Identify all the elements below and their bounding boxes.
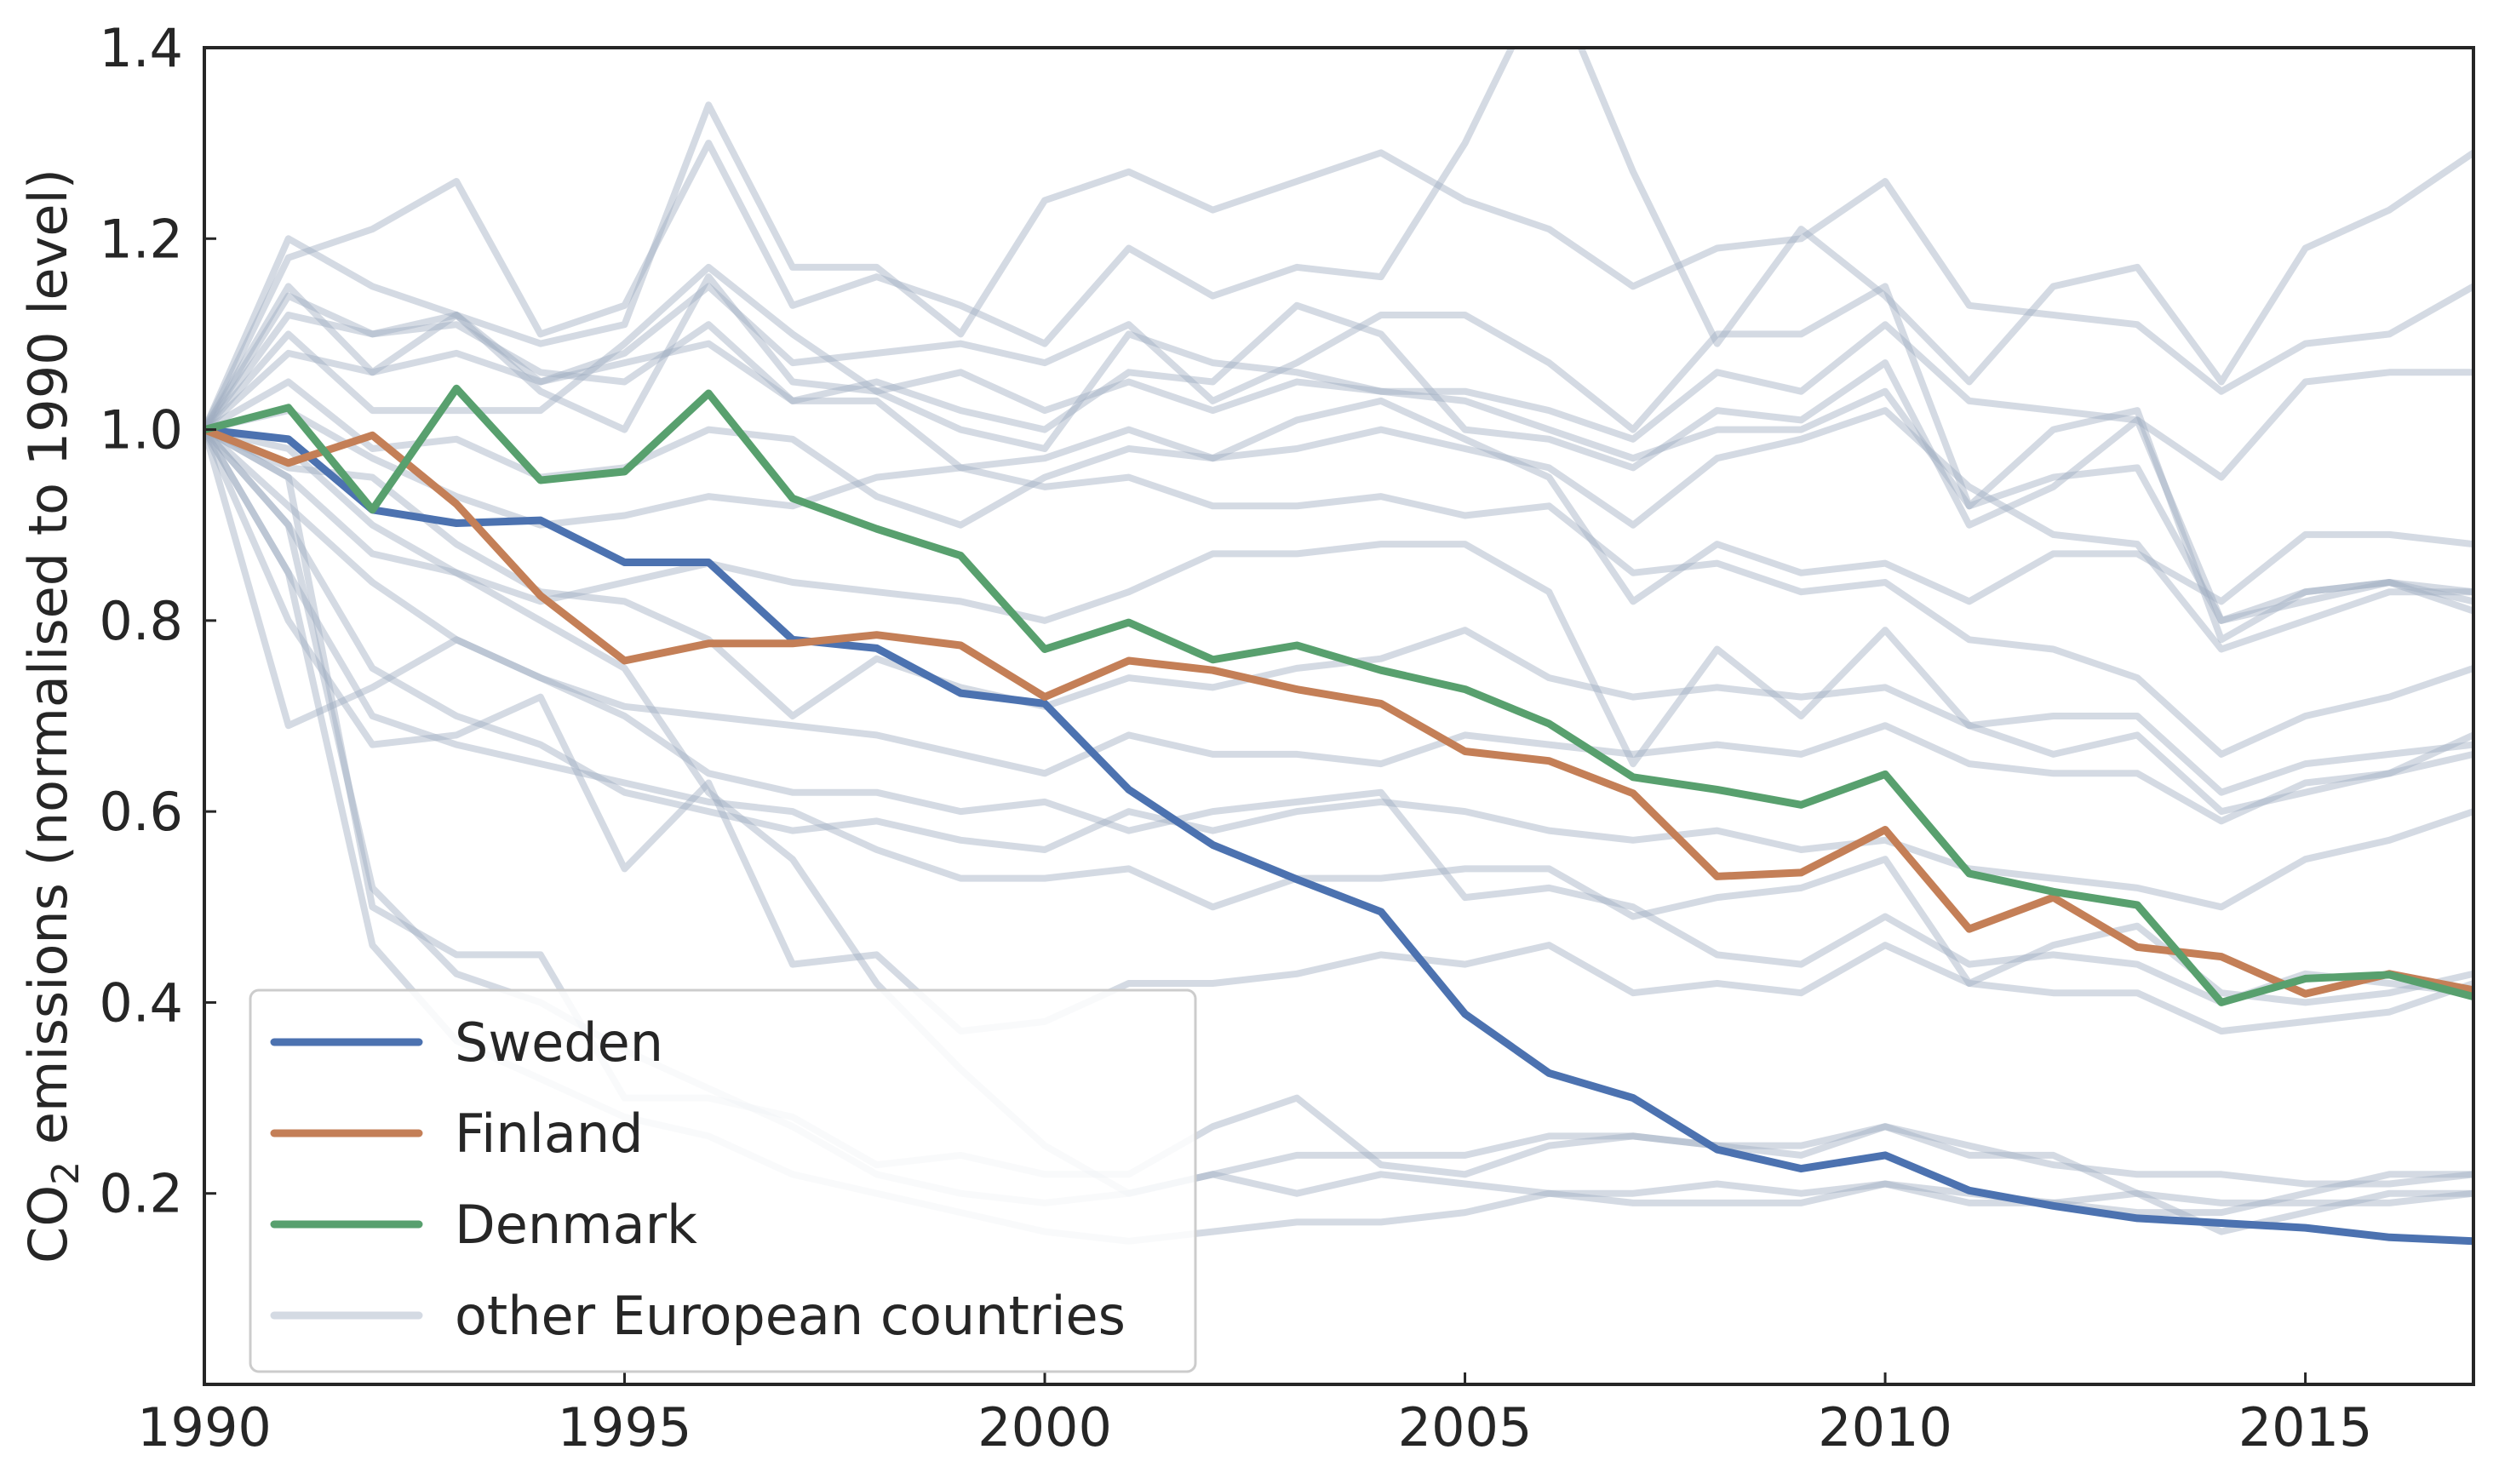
other-country-line-14	[204, 426, 2473, 1006]
other-country-line-8	[204, 407, 2473, 758]
y-tick-label: 0.2	[99, 1163, 183, 1225]
other-country-line-4	[204, 301, 2473, 624]
series-line-denmark	[204, 384, 2473, 1006]
y-tick-label: 1.4	[99, 17, 183, 79]
x-tick-label: 1995	[558, 1396, 692, 1458]
other-country-line-3	[204, 283, 2473, 644]
other-country-line-10	[204, 426, 2473, 825]
other-country-line-9	[204, 426, 2473, 816]
other-country-line-20	[204, 426, 2473, 796]
legend-label: other European countries	[455, 1285, 1126, 1347]
ticks-layer: 1990 1995 2000 2005 2010 2015 0.2 0.4 0.6 0.8 1.0 1…	[99, 17, 2372, 1458]
y-tick-label: 1.2	[99, 208, 183, 270]
other-country-line-12	[204, 426, 2473, 1006]
other-country-line-18	[204, 426, 2473, 1217]
x-tick-label: 2005	[1398, 1396, 1533, 1458]
legend-label: Sweden	[455, 1011, 663, 1074]
series-line-finland	[204, 426, 2473, 998]
x-tick-label: 2015	[2238, 1396, 2373, 1458]
other-country-line-11	[204, 426, 2473, 911]
other-country-line-13	[204, 426, 2473, 1035]
y-tick-label: 1.0	[99, 399, 183, 461]
other-country-line-5	[204, 263, 2473, 481]
x-tick-label: 2000	[977, 1396, 1112, 1458]
y-tick-label: 0.4	[99, 971, 183, 1034]
y-tick-label: 0.8	[99, 590, 183, 652]
plot-frame	[203, 46, 2475, 1386]
series-line-sweden	[204, 426, 2473, 1246]
other-country-line-2	[204, 48, 2473, 433]
legend-label: Finland	[455, 1103, 644, 1165]
y-axis-label: CO2 emissions (normalised to 1990 level)	[17, 169, 88, 1263]
other-country-line-6	[204, 340, 2473, 653]
legend: Sweden Finland Denmark other European count…	[249, 988, 1197, 1373]
x-tick-label: 2010	[1818, 1396, 1952, 1458]
legend-label: Denmark	[455, 1194, 697, 1256]
other-country-line-1	[204, 101, 2473, 433]
lines-layer	[204, 48, 2473, 1246]
y-tick-label: 0.6	[99, 781, 183, 843]
legend-box	[249, 988, 1197, 1373]
other-country-line-19	[204, 273, 2473, 624]
x-tick-label: 1990	[137, 1396, 272, 1458]
